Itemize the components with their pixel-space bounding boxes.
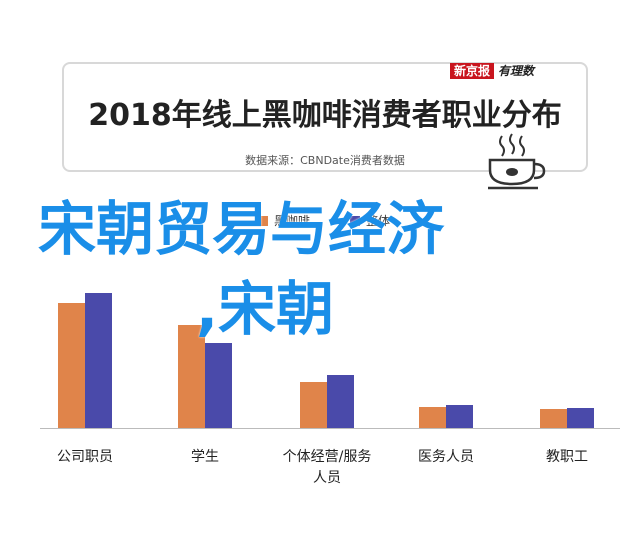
x-tick-label-2: 个体经营/服务 人员 bbox=[282, 449, 372, 486]
bar-series1-4 bbox=[540, 409, 567, 428]
bar-series2-3 bbox=[446, 405, 473, 428]
legend-swatch-series1 bbox=[258, 215, 268, 226]
overlay-text-line1: 宋朝贸易与经济 bbox=[38, 195, 445, 263]
x-tick-label-4: 教职工 bbox=[546, 449, 588, 465]
title-box: 2018年线上黑咖啡消费者职业分布 数据来源：CBNDate消费者数据 bbox=[62, 62, 588, 172]
bar-series2-2 bbox=[327, 375, 354, 428]
legend-swatch-series2 bbox=[350, 215, 360, 226]
bar-series1-3 bbox=[419, 407, 446, 428]
bar-series2-1 bbox=[205, 343, 232, 428]
brand-logo: 新京报 有理数 bbox=[450, 62, 534, 79]
x-tick-label-1: 学生 bbox=[191, 449, 219, 465]
bar-series1-2 bbox=[300, 382, 327, 428]
legend-item-series2: 整体 bbox=[350, 212, 390, 229]
overlay-text-line2: ,宋朝 bbox=[196, 275, 335, 343]
legend-label-series2: 整体 bbox=[366, 214, 391, 228]
coffee-cup-icon bbox=[488, 133, 546, 190]
chart-title: 2018年线上黑咖啡消费者职业分布 bbox=[88, 98, 562, 133]
bar-series2-0 bbox=[85, 293, 112, 428]
x-tick-label-3: 医务人员 bbox=[418, 449, 474, 465]
legend-item-series1: 黑咖啡 bbox=[258, 212, 310, 229]
bar-series1-0 bbox=[58, 303, 85, 428]
bar-series1-1 bbox=[178, 325, 205, 428]
legend-label-series1: 黑咖啡 bbox=[274, 214, 311, 228]
brand-red: 新京报 bbox=[450, 63, 495, 79]
x-tick-label-0: 公司职员 bbox=[57, 449, 113, 465]
brand-black: 有理数 bbox=[498, 64, 535, 78]
bar-series2-4 bbox=[567, 408, 594, 428]
data-source: 数据来源：CBNDate消费者数据 bbox=[245, 154, 405, 167]
